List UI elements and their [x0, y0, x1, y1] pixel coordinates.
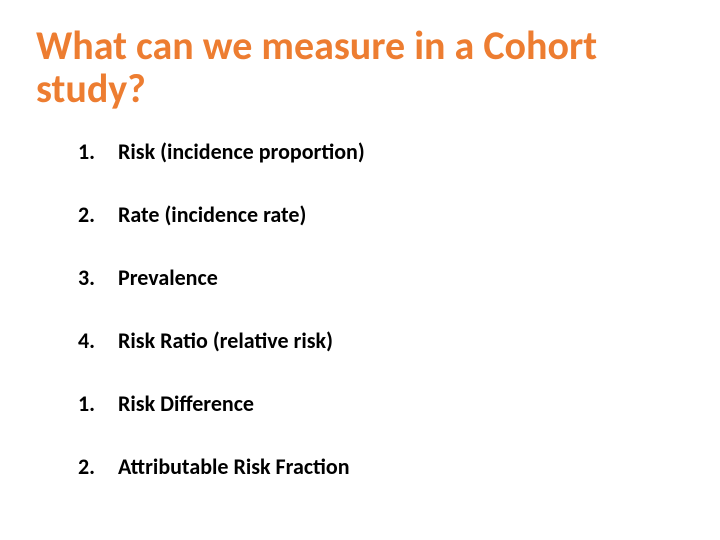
list-item: 4. Risk Ratio (relative risk) — [78, 327, 684, 354]
list-item: 3. Prevalence — [78, 264, 684, 291]
list-item: 2. Rate (incidence rate) — [78, 201, 684, 228]
list-item: 2. Attributable Risk Fraction — [78, 453, 684, 480]
list-item: 1. Risk (incidence proportion) — [78, 138, 684, 165]
list-item-number: 2. — [78, 201, 108, 228]
list-item-number: 1. — [78, 390, 108, 417]
slide-title: What can we measure in a Cohort study? — [36, 24, 684, 110]
list-item-number: 3. — [78, 264, 108, 291]
slide: What can we measure in a Cohort study? 1… — [0, 0, 720, 540]
list-item-text: Risk (incidence proportion) — [118, 138, 365, 165]
list-item-text: Risk Ratio (relative risk) — [118, 327, 333, 354]
list-item: 1. Risk Difference — [78, 390, 684, 417]
list-item-text: Risk Difference — [118, 390, 254, 417]
measure-list: 1. Risk (incidence proportion) 2. Rate (… — [36, 138, 684, 480]
list-item-number: 1. — [78, 138, 108, 165]
list-item-number: 4. — [78, 327, 108, 354]
list-item-text: Attributable Risk Fraction — [118, 453, 350, 480]
list-item-text: Prevalence — [118, 264, 218, 291]
list-item-number: 2. — [78, 453, 108, 480]
list-item-text: Rate (incidence rate) — [118, 201, 306, 228]
